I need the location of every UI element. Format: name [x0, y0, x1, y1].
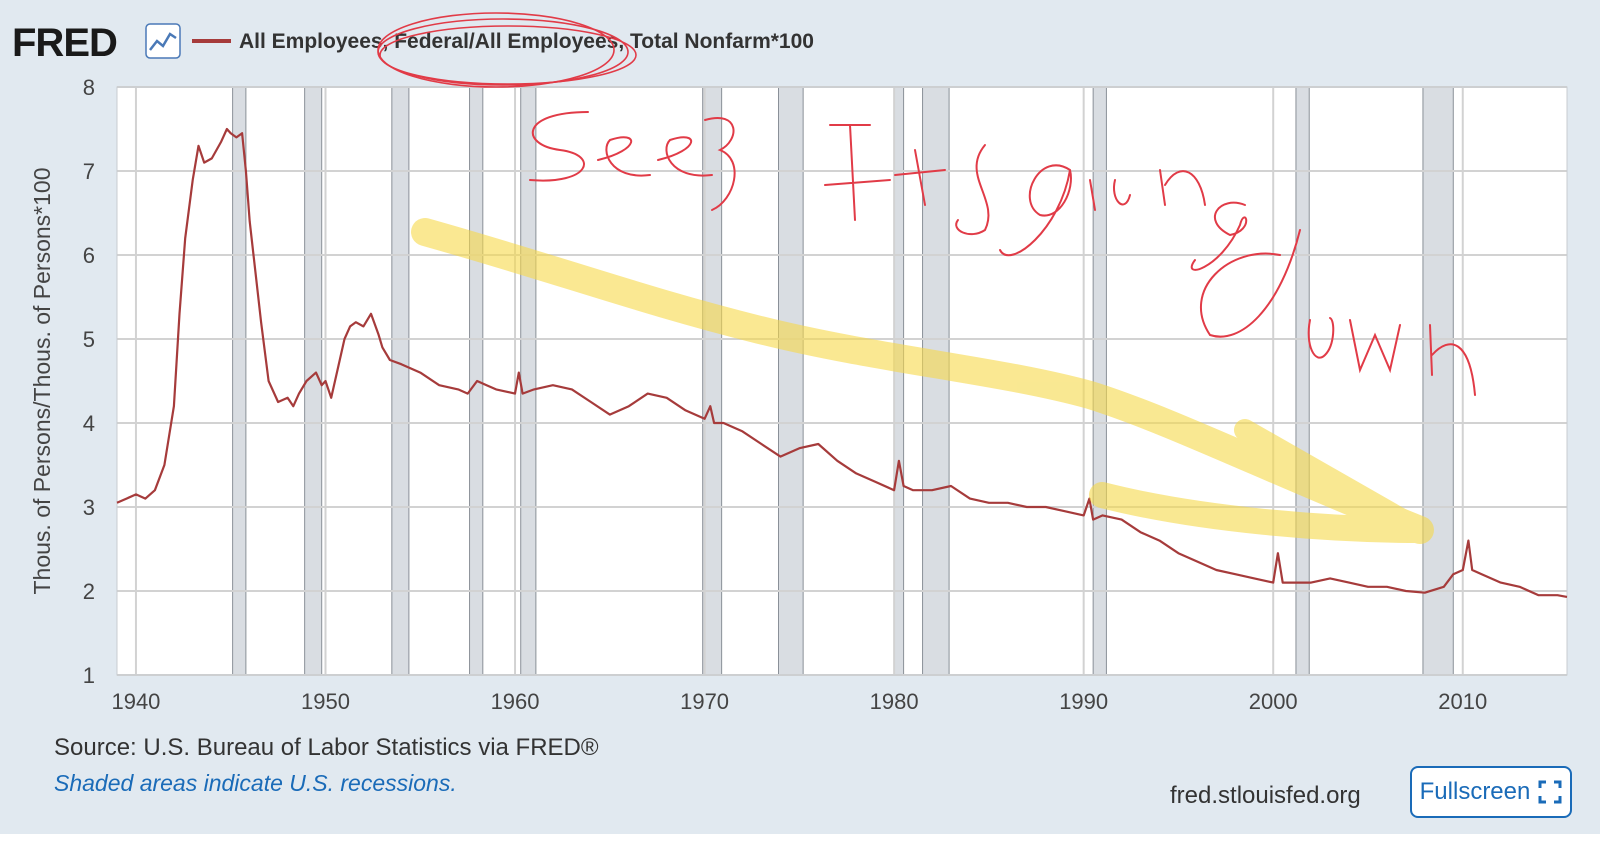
- recession-band-6: [778, 86, 804, 676]
- ink-handwriting-annotation: [529, 111, 1476, 396]
- plot-area: [117, 87, 1567, 675]
- fullscreen-icon: [1538, 780, 1562, 804]
- series-line[interactable]: [116, 127, 1568, 598]
- y-tick-label-1: 1: [83, 663, 95, 688]
- y-tick-label-7: 7: [83, 159, 95, 184]
- y-tick-label-5: 5: [83, 327, 95, 352]
- y-axis-label: Thous. of Persons/Thous. of Persons*100: [29, 167, 55, 594]
- x-tick-label-1980: 1980: [870, 689, 919, 714]
- x-tick-label-2010: 2010: [1438, 689, 1487, 714]
- recession-band-9: [1092, 86, 1107, 676]
- source-text: Source: U.S. Bureau of Labor Statistics …: [54, 734, 599, 761]
- x-tick-label-2000: 2000: [1249, 689, 1298, 714]
- site-url[interactable]: fred.stlouisfed.org: [1170, 782, 1361, 809]
- fred-logo[interactable]: FRED: [12, 21, 118, 65]
- x-tick-label-1970: 1970: [680, 689, 729, 714]
- y-tick-label-2: 2: [83, 579, 95, 604]
- highlighter-arrow: [411, 218, 1434, 544]
- legend-series-label[interactable]: All Employees, Federal/All Employees, To…: [239, 30, 814, 53]
- recession-band-10: [1295, 86, 1310, 676]
- x-tick-label-1960: 1960: [491, 689, 540, 714]
- x-tick-label-1990: 1990: [1059, 689, 1108, 714]
- y-tick-label-8: 8: [83, 75, 95, 100]
- chart-line-icon: [145, 23, 181, 59]
- fullscreen-label: Fullscreen: [1419, 778, 1531, 805]
- x-tick-labels: 1940 1950 1960 1970 1980 1990 2000 2010: [111, 689, 1487, 714]
- y-tick-label-6: 6: [83, 243, 95, 268]
- y-tick-label-4: 4: [83, 411, 95, 436]
- y-tick-label-3: 3: [83, 495, 95, 520]
- recession-band-4: [520, 86, 537, 676]
- recession-band-11: [1422, 86, 1454, 676]
- x-tick-label-1940: 1940: [111, 689, 160, 714]
- recession-note[interactable]: Shaded areas indicate U.S. recessions.: [54, 770, 457, 796]
- ink-circle-annotation: [377, 12, 637, 88]
- fullscreen-button[interactable]: Fullscreen: [1410, 766, 1572, 818]
- recession-band-0: [232, 86, 247, 676]
- x-tick-label-1950: 1950: [301, 689, 350, 714]
- recession-band-2: [391, 86, 410, 676]
- plot-border: [116, 86, 1568, 676]
- recession-band-8: [922, 86, 950, 676]
- y-tick-labels: 1 2 3 4 5 6 7 8: [83, 75, 95, 688]
